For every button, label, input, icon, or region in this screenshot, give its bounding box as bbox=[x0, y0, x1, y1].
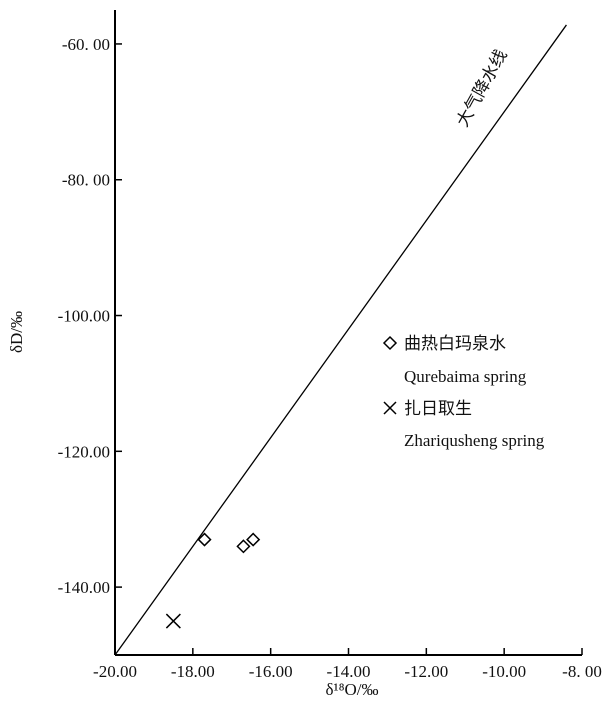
x-tick-label: -8. 00 bbox=[562, 662, 602, 681]
x-tick-label: -14.00 bbox=[327, 662, 371, 681]
data-point-diamond bbox=[236, 539, 251, 554]
x-tick-label: -20.00 bbox=[93, 662, 137, 681]
legend: 曲热白玛泉水 Qurebaima spring 扎日取生 Zhariqushen… bbox=[382, 334, 545, 450]
data-point-cross bbox=[165, 613, 181, 629]
x-tick-label: -18.00 bbox=[171, 662, 215, 681]
y-tick-label: -120.00 bbox=[58, 442, 110, 461]
meteoric-water-line-label: 大气降水线 bbox=[453, 46, 512, 130]
data-point-diamond bbox=[246, 532, 261, 547]
y-ticks: -60. 00 -80. 00 -100.00 -120.00 -140.00 bbox=[58, 35, 122, 597]
y-tick-label: -80. 00 bbox=[62, 171, 110, 190]
y-tick-label: -140.00 bbox=[58, 578, 110, 597]
x-tick-label: -12.00 bbox=[404, 662, 448, 681]
x-ticks: -20.00 -18.00 -16.00 -14.00 -12.00 -10.00 -8. … bbox=[93, 648, 602, 681]
legend-label-qurebaima-en: Qurebaima spring bbox=[404, 367, 527, 386]
x-tick-label: -16.00 bbox=[249, 662, 293, 681]
x-tick-label: -10.00 bbox=[482, 662, 526, 681]
legend-label-zhariqusheng-en: Zhariqusheng spring bbox=[404, 431, 545, 450]
data-points bbox=[165, 532, 261, 629]
legend-cross-icon bbox=[383, 401, 397, 415]
y-tick-label: -100.00 bbox=[58, 307, 110, 326]
data-point-diamond bbox=[197, 532, 212, 547]
legend-label-qurebaima-cn: 曲热白玛泉水 bbox=[404, 334, 506, 353]
legend-diamond-icon bbox=[382, 335, 398, 351]
x-axis-title: δ¹⁸O/‰ bbox=[325, 680, 378, 699]
legend-label-zhariqusheng-cn: 扎日取生 bbox=[404, 399, 472, 418]
meteoric-water-line bbox=[114, 24, 567, 656]
y-tick-label: -60. 00 bbox=[62, 35, 110, 54]
y-axis-title: δD/‰ bbox=[7, 311, 26, 353]
